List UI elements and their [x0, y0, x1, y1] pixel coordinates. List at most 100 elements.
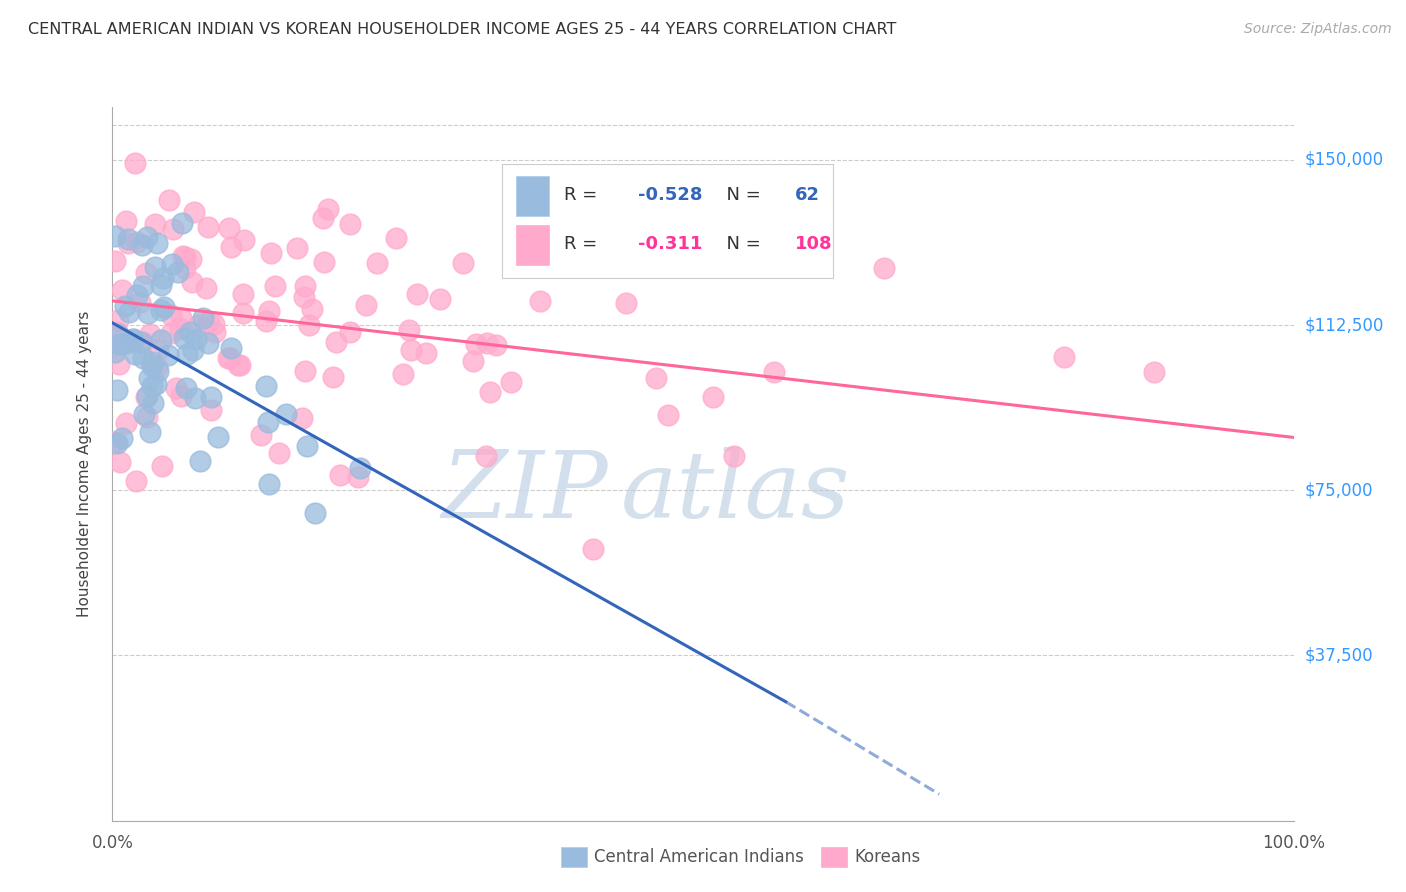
Point: [257, 476, 280, 491]
Point: [136, 306, 159, 320]
Point: [191, 311, 214, 326]
Point: [197, 219, 219, 234]
Point: [149, 302, 172, 317]
Point: [233, 234, 256, 248]
Point: [316, 202, 339, 216]
Point: [104, 254, 127, 268]
Point: [136, 229, 159, 244]
Text: R =: R =: [564, 235, 603, 253]
Point: [301, 301, 323, 316]
Text: $37,500: $37,500: [1305, 647, 1374, 665]
Point: [762, 365, 785, 379]
Point: [115, 416, 138, 430]
Point: [464, 337, 486, 351]
Point: [107, 325, 129, 339]
Point: [135, 410, 157, 425]
Point: [294, 279, 316, 293]
Point: [176, 346, 198, 360]
Text: Koreans: Koreans: [855, 848, 921, 866]
Y-axis label: Householder Income Ages 25 - 44 years: Householder Income Ages 25 - 44 years: [77, 310, 91, 617]
Point: [135, 266, 157, 280]
Point: [153, 300, 176, 314]
Point: [1053, 351, 1076, 365]
Point: [219, 240, 242, 254]
Point: [197, 335, 219, 350]
Point: [132, 334, 155, 349]
Point: [229, 358, 252, 372]
Text: $112,500: $112,500: [1305, 316, 1384, 334]
Point: [165, 381, 187, 395]
Point: [312, 254, 335, 268]
Bar: [561, 847, 588, 867]
Point: [108, 357, 131, 371]
Point: [463, 354, 485, 368]
Point: [257, 303, 280, 318]
Point: [157, 193, 180, 207]
Text: R =: R =: [564, 186, 603, 204]
Point: [294, 364, 316, 378]
Point: [339, 326, 361, 340]
Point: [122, 332, 145, 346]
Point: [297, 439, 319, 453]
Point: [723, 449, 745, 463]
Point: [141, 359, 163, 374]
Point: [114, 299, 136, 313]
Point: [125, 474, 148, 488]
Point: [217, 351, 239, 365]
Text: N =: N =: [714, 186, 766, 204]
Point: [298, 318, 321, 333]
Point: [170, 310, 193, 325]
Point: [150, 458, 173, 473]
Point: [176, 381, 198, 395]
Text: -0.528: -0.528: [638, 186, 703, 204]
Point: [232, 306, 254, 320]
Point: [142, 396, 165, 410]
Point: [138, 371, 160, 385]
Point: [156, 348, 179, 362]
Point: [131, 238, 153, 252]
Bar: [821, 847, 846, 867]
Point: [107, 313, 129, 327]
Text: ZIP: ZIP: [441, 448, 609, 537]
Point: [172, 249, 194, 263]
Point: [117, 235, 139, 250]
Point: [170, 216, 193, 230]
Text: Source: ZipAtlas.com: Source: ZipAtlas.com: [1244, 22, 1392, 37]
Point: [173, 331, 195, 345]
Point: [145, 376, 167, 391]
Point: [104, 345, 127, 359]
Point: [125, 288, 148, 302]
Point: [107, 326, 129, 341]
Point: [292, 290, 315, 304]
Point: [634, 249, 657, 263]
Point: [329, 467, 352, 482]
Point: [219, 351, 242, 365]
Point: [219, 341, 242, 355]
Point: [146, 364, 169, 378]
Point: [529, 293, 551, 308]
Point: [231, 287, 253, 301]
Text: N =: N =: [714, 235, 766, 253]
Point: [200, 403, 222, 417]
Point: [312, 211, 335, 225]
Point: [141, 355, 163, 369]
Point: [149, 333, 172, 347]
Point: [169, 320, 191, 334]
Point: [415, 346, 437, 360]
Point: [173, 250, 195, 264]
Point: [145, 359, 167, 374]
Point: [122, 332, 145, 346]
Point: [475, 450, 498, 464]
Point: [132, 407, 155, 421]
Point: [184, 392, 207, 406]
Point: [325, 335, 347, 350]
Point: [139, 425, 162, 440]
Point: [385, 231, 408, 245]
Point: [478, 385, 501, 400]
Point: [149, 277, 172, 292]
Point: [141, 379, 163, 393]
Point: [1143, 365, 1166, 379]
Point: [170, 389, 193, 403]
Point: [451, 256, 474, 270]
Point: [104, 435, 127, 450]
